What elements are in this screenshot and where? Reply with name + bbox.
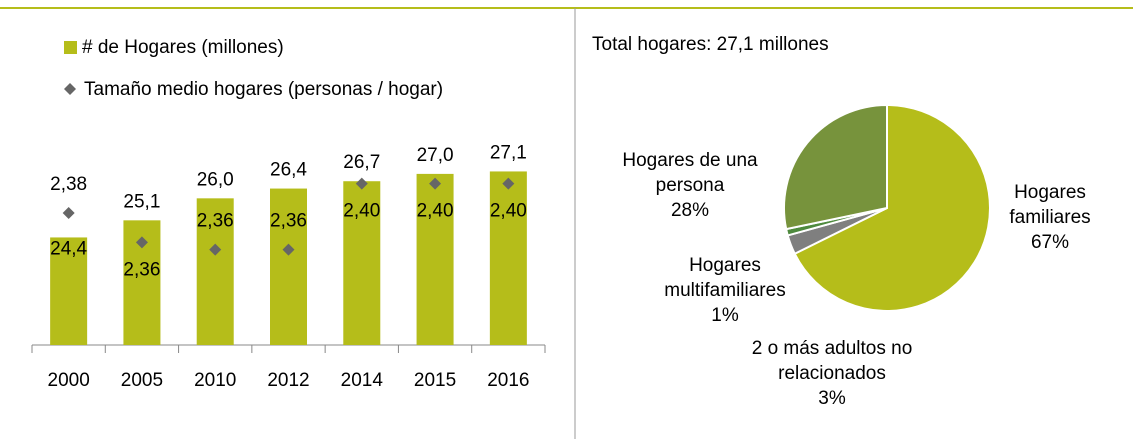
- marker-label: 2,40: [417, 201, 454, 222]
- marker-label: 2,40: [343, 201, 380, 222]
- pie-label: Hogares de una persona 28%: [590, 148, 790, 223]
- pie-label-value: 28%: [670, 200, 710, 221]
- marker-label: 2,40: [490, 201, 527, 222]
- diamond-marker: [62, 207, 75, 219]
- legend-swatch: [64, 41, 77, 54]
- marker-label: 2,36: [123, 259, 160, 280]
- pie-label-value: 3%: [818, 388, 846, 409]
- pie-label-name: 2 o más adultos no relacionados: [751, 338, 913, 384]
- legend-label: Tamaño medio hogares (personas / hogar): [84, 79, 443, 100]
- diamond-marker: [135, 236, 148, 249]
- bar-label: 26,4: [270, 160, 307, 181]
- x-tick-label: 2000: [48, 370, 90, 391]
- pie-slice: [783, 103, 888, 231]
- x-tick-label: 2005: [121, 370, 163, 391]
- x-tick-label: 2015: [414, 370, 456, 391]
- bar: [343, 181, 381, 345]
- bar: [196, 198, 234, 345]
- bar-label: 26,7: [343, 152, 380, 173]
- marker-label: 2,36: [197, 211, 234, 232]
- diamond-marker: [429, 177, 442, 190]
- legend-label: # de Hogares (millones): [82, 37, 284, 58]
- diamond-marker: [355, 177, 368, 190]
- diamond-marker: [209, 243, 222, 256]
- bar: [416, 173, 454, 345]
- marker-label: 2,36: [270, 211, 307, 232]
- pie-label-value: 1%: [711, 305, 739, 326]
- pie-label-value: 67%: [1030, 232, 1070, 253]
- bar-label: 27,1: [490, 142, 527, 163]
- legend-swatch: [64, 83, 76, 95]
- pie-label-name: Hogares multifamiliares: [664, 255, 786, 301]
- bar-label: 25,1: [123, 191, 160, 212]
- pie-label-name: Hogares de una persona: [622, 150, 758, 196]
- bar-label: 27,0: [417, 145, 454, 166]
- x-tick-label: 2014: [341, 370, 384, 391]
- diamond-marker: [502, 177, 515, 190]
- pie-label: 2 o más adultos no relacionados 3%: [732, 336, 932, 411]
- x-tick-label: 2010: [194, 370, 236, 391]
- marker-label: 2,38: [50, 174, 87, 195]
- bar: [50, 237, 88, 345]
- bar: [489, 171, 527, 345]
- pie-label: Hogares multifamiliares 1%: [640, 253, 810, 328]
- pie-title: Total hogares: 27,1 millones: [592, 34, 829, 55]
- x-tick-label: 2016: [487, 370, 529, 391]
- bar: [270, 188, 307, 345]
- pie-label-name: Hogares familiares: [1009, 182, 1091, 228]
- x-tick-label: 2012: [267, 370, 309, 391]
- pie-slice: [793, 103, 991, 312]
- bar-label: 24,4: [50, 238, 87, 259]
- bar-label: 26,0: [197, 169, 234, 190]
- diamond-marker: [282, 243, 295, 256]
- pie-label: Hogares familiares 67%: [990, 180, 1110, 255]
